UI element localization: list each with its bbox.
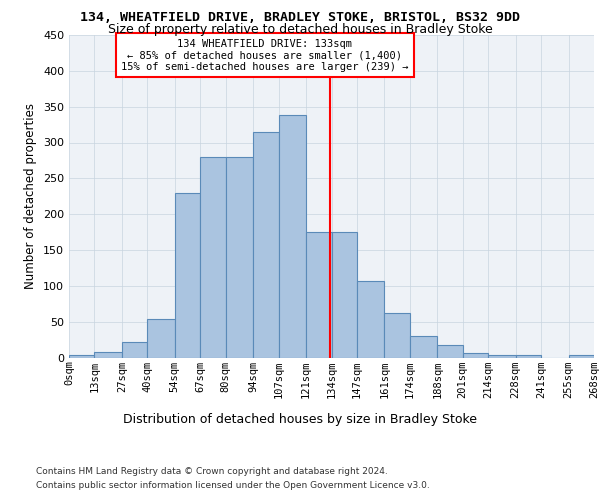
Bar — [226, 157, 253, 358]
Bar — [306, 232, 331, 358]
Bar — [357, 281, 385, 357]
Text: Distribution of detached houses by size in Bradley Stoke: Distribution of detached houses by size … — [123, 412, 477, 426]
Bar — [175, 192, 200, 358]
Text: Size of property relative to detached houses in Bradley Stoke: Size of property relative to detached ho… — [107, 22, 493, 36]
Bar — [278, 116, 306, 358]
Bar — [253, 132, 278, 358]
Text: Contains public sector information licensed under the Open Government Licence v3: Contains public sector information licen… — [36, 481, 430, 490]
Bar — [488, 356, 515, 358]
Bar — [437, 344, 463, 358]
Bar — [331, 232, 357, 358]
Bar — [463, 353, 488, 358]
Bar — [515, 356, 541, 358]
Bar — [94, 352, 122, 358]
Text: Contains HM Land Registry data © Crown copyright and database right 2024.: Contains HM Land Registry data © Crown c… — [36, 468, 388, 476]
Text: 134 WHEATFIELD DRIVE: 133sqm
← 85% of detached houses are smaller (1,400)
15% of: 134 WHEATFIELD DRIVE: 133sqm ← 85% of de… — [121, 38, 409, 72]
Y-axis label: Number of detached properties: Number of detached properties — [25, 104, 37, 289]
Bar — [385, 313, 410, 358]
Bar — [200, 157, 226, 358]
Bar — [122, 342, 148, 357]
Text: 134, WHEATFIELD DRIVE, BRADLEY STOKE, BRISTOL, BS32 9DD: 134, WHEATFIELD DRIVE, BRADLEY STOKE, BR… — [80, 11, 520, 24]
Bar — [69, 356, 94, 358]
Bar — [569, 356, 594, 358]
Bar — [410, 336, 437, 357]
Bar — [148, 319, 175, 358]
